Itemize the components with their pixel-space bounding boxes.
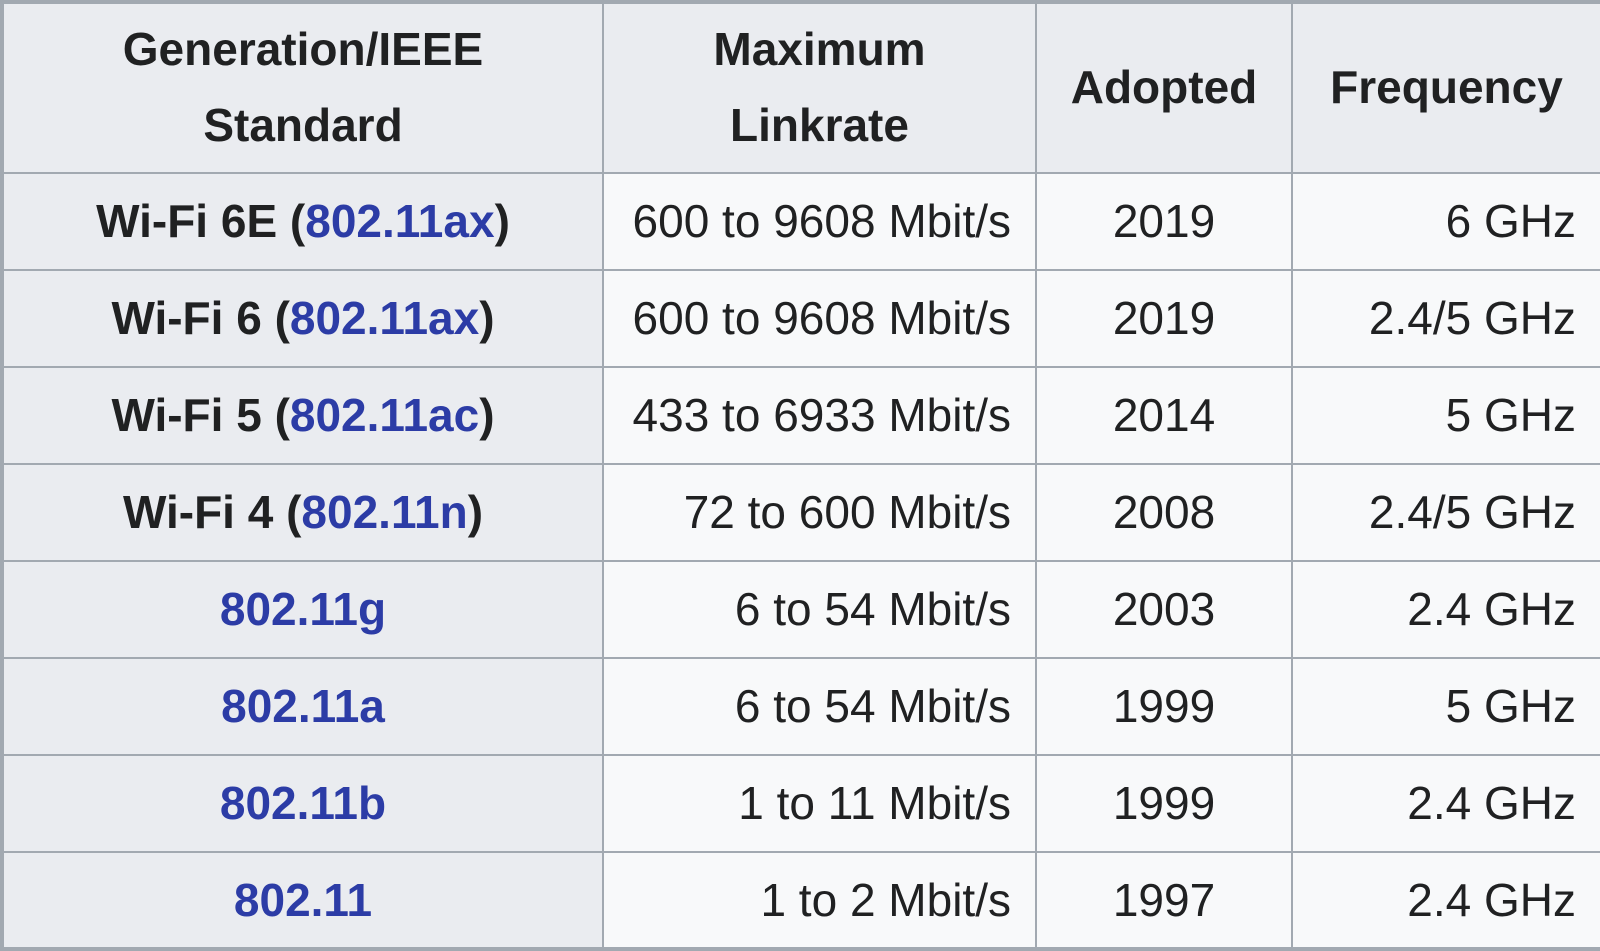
column-header-generation-standard: Generation/IEEE Standard (1, 1, 604, 174)
standard-text-post: ) (479, 389, 495, 442)
standard-link[interactable]: 802.11ax (305, 195, 495, 248)
frequency-cell: 2.4 GHz (1291, 850, 1600, 950)
standard-text-post: ) (479, 292, 495, 345)
column-header-maximum-linkrate: Maximum Linkrate (602, 1, 1037, 174)
adopted-cell: 1997 (1035, 850, 1293, 950)
standard-cell: Wi-Fi 5 (802.11ac) (1, 365, 604, 465)
standard-link[interactable]: 802.11n (301, 486, 468, 539)
standard-cell: 802.11a (1, 656, 604, 756)
frequency-cell: 2.4/5 GHz (1291, 268, 1600, 368)
frequency-cell: 2.4/5 GHz (1291, 462, 1600, 562)
table-row: 802.11g 6 to 54 Mbit/s 2003 2.4 GHz (1, 559, 1600, 659)
linkrate-cell: 600 to 9608 Mbit/s (602, 171, 1037, 271)
linkrate-cell: 6 to 54 Mbit/s (602, 656, 1037, 756)
adopted-cell: 2019 (1035, 268, 1293, 368)
frequency-cell: 2.4 GHz (1291, 559, 1600, 659)
adopted-cell: 2003 (1035, 559, 1293, 659)
adopted-cell: 2008 (1035, 462, 1293, 562)
linkrate-cell: 600 to 9608 Mbit/s (602, 268, 1037, 368)
standard-text-pre: Wi-Fi 6E ( (96, 195, 306, 248)
standard-link[interactable]: 802.11ac (289, 389, 480, 442)
standard-link[interactable]: 802.11g (219, 583, 387, 636)
table-header-row: Generation/IEEE Standard Maximum Linkrat… (1, 1, 1600, 174)
adopted-cell: 2014 (1035, 365, 1293, 465)
table-row: Wi-Fi 6E (802.11ax) 600 to 9608 Mbit/s 2… (1, 171, 1600, 271)
linkrate-cell: 433 to 6933 Mbit/s (602, 365, 1037, 465)
table-row: Wi-Fi 5 (802.11ac) 433 to 6933 Mbit/s 20… (1, 365, 1600, 465)
adopted-cell: 1999 (1035, 656, 1293, 756)
standard-link[interactable]: 802.11b (219, 777, 387, 830)
standard-link[interactable]: 802.11ax (289, 292, 480, 345)
standard-text-pre: Wi-Fi 6 ( (111, 292, 290, 345)
table-row: Wi-Fi 4 (802.11n) 72 to 600 Mbit/s 2008 … (1, 462, 1600, 562)
standard-link[interactable]: 802.11 (233, 873, 373, 926)
standard-cell: 802.11 (1, 850, 604, 950)
adopted-cell: 2019 (1035, 171, 1293, 271)
table-row: 802.11b 1 to 11 Mbit/s 1999 2.4 GHz (1, 753, 1600, 853)
frequency-cell: 6 GHz (1291, 171, 1600, 271)
adopted-cell: 1999 (1035, 753, 1293, 853)
standard-cell: Wi-Fi 6 (802.11ax) (1, 268, 604, 368)
linkrate-cell: 1 to 2 Mbit/s (602, 850, 1037, 950)
standard-cell: 802.11g (1, 559, 604, 659)
standard-text-post: ) (494, 195, 510, 248)
standard-cell: Wi-Fi 6E (802.11ax) (1, 171, 604, 271)
linkrate-cell: 72 to 600 Mbit/s (602, 462, 1037, 562)
standard-cell: 802.11b (1, 753, 604, 853)
standard-link[interactable]: 802.11a (221, 680, 385, 733)
linkrate-cell: 6 to 54 Mbit/s (602, 559, 1037, 659)
frequency-cell: 5 GHz (1291, 365, 1600, 465)
standard-text-pre: Wi-Fi 5 ( (111, 389, 290, 442)
linkrate-cell: 1 to 11 Mbit/s (602, 753, 1037, 853)
frequency-cell: 5 GHz (1291, 656, 1600, 756)
standard-text-post: ) (467, 486, 484, 539)
table-row: 802.11a 6 to 54 Mbit/s 1999 5 GHz (1, 656, 1600, 756)
table-row: 802.11 1 to 2 Mbit/s 1997 2.4 GHz (1, 850, 1600, 950)
column-header-adopted: Adopted (1035, 1, 1293, 174)
standard-text-pre: Wi-Fi 4 ( (122, 486, 302, 539)
standard-cell: Wi-Fi 4 (802.11n) (1, 462, 604, 562)
frequency-cell: 2.4 GHz (1291, 753, 1600, 853)
column-header-frequency: Frequency (1291, 1, 1600, 174)
table-row: Wi-Fi 6 (802.11ax) 600 to 9608 Mbit/s 20… (1, 268, 1600, 368)
